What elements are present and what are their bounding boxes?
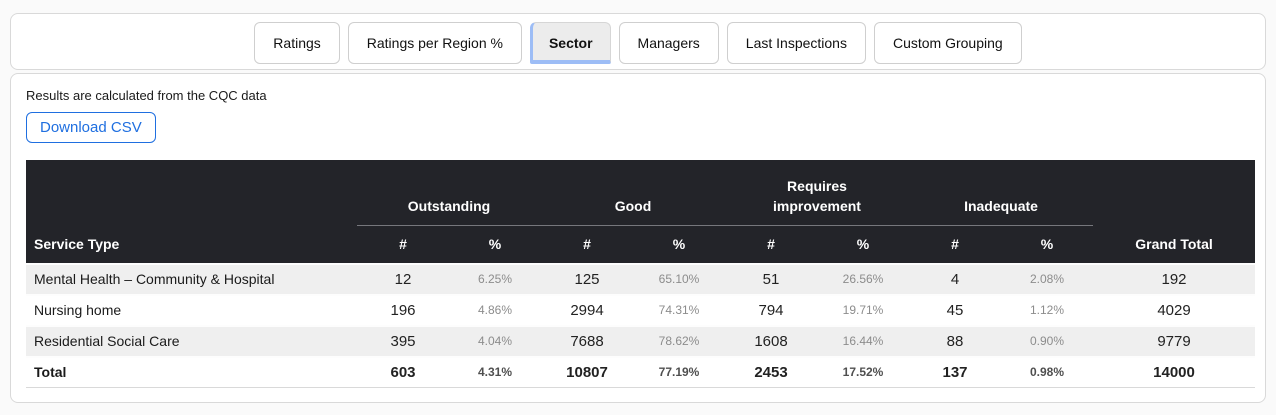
tab-group: Ratings Ratings per Region % Sector Mana… bbox=[254, 21, 1022, 64]
sector-ratings-table: Service Type Outstanding Good Requires i… bbox=[26, 160, 1256, 388]
cell-outstanding-pct: 4.31% bbox=[477, 365, 513, 380]
cell-grand-total: 9779 bbox=[1157, 332, 1191, 350]
tab-sector[interactable]: Sector bbox=[529, 21, 611, 64]
cell-requires-improvement-pct: 19.71% bbox=[842, 303, 884, 318]
cell-inadequate-pct: 1.12% bbox=[1030, 303, 1065, 318]
col-header-service-type: Service Type bbox=[26, 160, 357, 264]
cell-outstanding-pct: 6.25% bbox=[477, 272, 513, 287]
sub-header-outstanding-count: # bbox=[357, 225, 449, 264]
cell-grand-total: 4029 bbox=[1157, 301, 1191, 319]
table-total-row: Total 603 4.31% 10807 77.19% 2453 17.52%… bbox=[26, 356, 1256, 388]
group-header-inadequate: Inadequate bbox=[909, 160, 1094, 226]
cell-good-pct: 65.10% bbox=[658, 272, 700, 287]
sector-results-panel: Results are calculated from the CQC data… bbox=[10, 73, 1266, 403]
cell-outstanding-count: 395 bbox=[390, 332, 416, 350]
cell-outstanding-count: 603 bbox=[390, 363, 416, 381]
cell-requires-improvement-count: 51 bbox=[762, 270, 780, 288]
tab-ratings[interactable]: Ratings bbox=[254, 21, 340, 64]
group-header-label: Inadequate bbox=[964, 198, 1038, 215]
cell-inadequate-pct: 0.98% bbox=[1030, 365, 1065, 380]
table-header: Service Type Outstanding Good Requires i… bbox=[26, 160, 1256, 264]
cell-requires-improvement-pct: 17.52% bbox=[842, 365, 884, 380]
sub-header-requires-improvement-pct: % bbox=[817, 225, 910, 264]
sub-header-inadequate-count: # bbox=[909, 225, 1002, 264]
cell-requires-improvement-pct: 26.56% bbox=[842, 272, 884, 287]
cell-good-pct: 78.62% bbox=[658, 334, 700, 349]
cell-outstanding-count: 12 bbox=[394, 270, 412, 288]
cell-good-count: 10807 bbox=[566, 363, 608, 381]
sub-header-outstanding-pct: % bbox=[449, 225, 541, 264]
sub-header-good-pct: % bbox=[633, 225, 726, 264]
cell-requires-improvement-count: 1608 bbox=[754, 332, 788, 350]
table-row: Nursing home 196 4.86% 2994 74.31% 794 1… bbox=[26, 294, 1256, 326]
results-note: Results are calculated from the CQC data bbox=[26, 88, 267, 103]
cell-requires-improvement-count: 2453 bbox=[754, 363, 788, 381]
sub-header-good-count: # bbox=[541, 225, 633, 264]
download-csv-button[interactable]: Download CSV bbox=[26, 112, 156, 143]
cell-service-type: Nursing home bbox=[34, 302, 122, 319]
cell-service-type: Total bbox=[34, 364, 67, 381]
group-header-good: Good bbox=[541, 160, 726, 226]
tab-custom-grouping[interactable]: Custom Grouping bbox=[873, 21, 1022, 64]
group-header-label: Good bbox=[614, 198, 652, 215]
group-header-outstanding: Outstanding bbox=[357, 160, 541, 226]
sub-header-inadequate-pct: % bbox=[1001, 225, 1094, 264]
cell-service-type: Residential Social Care bbox=[34, 333, 180, 350]
cell-inadequate-pct: 0.90% bbox=[1030, 334, 1065, 349]
cell-inadequate-count: 137 bbox=[942, 363, 968, 381]
cell-good-count: 125 bbox=[574, 270, 600, 288]
group-header-label: Outstanding bbox=[407, 198, 491, 215]
cell-inadequate-pct: 2.08% bbox=[1030, 272, 1065, 287]
cell-inadequate-count: 45 bbox=[946, 301, 964, 319]
cell-good-pct: 77.19% bbox=[658, 365, 700, 380]
tab-bar: Ratings Ratings per Region % Sector Mana… bbox=[10, 13, 1266, 70]
table-row: Mental Health – Community & Hospital 12 … bbox=[26, 263, 1256, 295]
col-header-grand-total: Grand Total bbox=[1093, 160, 1256, 264]
table-body: Mental Health – Community & Hospital 12 … bbox=[26, 263, 1256, 388]
cell-outstanding-pct: 4.86% bbox=[477, 303, 513, 318]
table-row: Residential Social Care 395 4.04% 7688 7… bbox=[26, 325, 1256, 357]
group-header-requires-improvement: Requires improvement bbox=[725, 160, 910, 226]
cell-requires-improvement-pct: 16.44% bbox=[842, 334, 884, 349]
cell-grand-total: 192 bbox=[1161, 270, 1187, 288]
cell-inadequate-count: 4 bbox=[950, 270, 960, 288]
group-header-row: Service Type Outstanding Good Requires i… bbox=[26, 160, 1256, 264]
cell-outstanding-count: 196 bbox=[390, 301, 416, 319]
cell-good-pct: 74.31% bbox=[658, 303, 700, 318]
tab-last-inspections[interactable]: Last Inspections bbox=[726, 21, 866, 64]
cell-grand-total: 14000 bbox=[1153, 363, 1195, 381]
sub-header-row: # % # % # % # % bbox=[26, 225, 1255, 264]
tab-ratings-per-region[interactable]: Ratings per Region % bbox=[347, 21, 522, 64]
cell-good-count: 7688 bbox=[570, 332, 604, 350]
cell-outstanding-pct: 4.04% bbox=[477, 334, 513, 349]
sub-header-requires-improvement-count: # bbox=[725, 225, 818, 264]
cell-requires-improvement-count: 794 bbox=[758, 301, 784, 319]
group-header-label: Requires improvement bbox=[773, 178, 861, 215]
cell-good-count: 2994 bbox=[570, 301, 604, 319]
cell-inadequate-count: 88 bbox=[946, 332, 964, 350]
cell-service-type: Mental Health – Community & Hospital bbox=[34, 271, 275, 288]
tab-managers[interactable]: Managers bbox=[618, 21, 719, 64]
